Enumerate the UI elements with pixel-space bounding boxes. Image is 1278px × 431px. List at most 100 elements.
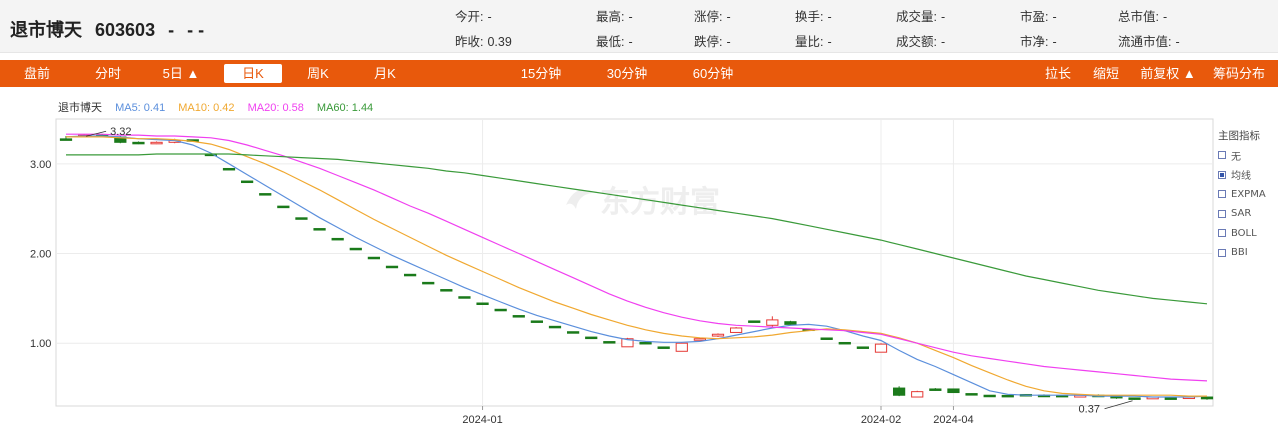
candle-body [530, 320, 544, 323]
quote-label: 换手: [795, 10, 824, 24]
ma-line-ma60 [66, 153, 1208, 305]
quote-label: 流通市值: [1118, 35, 1172, 49]
tab-period[interactable]: 盘前 [23, 66, 50, 81]
candle-body [838, 341, 851, 345]
quote-value: - [628, 10, 633, 24]
toolbar-action[interactable]: 筹码分布 [1212, 66, 1265, 81]
stock-title: 退市博天 603603 - - - [10, 16, 212, 42]
indicator-option[interactable]: 无 [1218, 146, 1278, 166]
indicator-option-label: 无 [1231, 151, 1241, 163]
indicator-option-label: 均线 [1231, 171, 1251, 183]
candle-body [947, 388, 960, 394]
legend-stock-name: 退市博天 [58, 102, 102, 114]
candle-body [856, 346, 870, 349]
min-price-label: 0.37 [1079, 404, 1100, 416]
candle-body [983, 394, 996, 398]
candle-body [766, 319, 779, 326]
quote-label: 涨停: [694, 10, 723, 24]
candle-body [331, 237, 344, 241]
candle-body [222, 167, 236, 171]
candle-body [1164, 397, 1177, 400]
quote-value: - [1175, 35, 1180, 49]
quote-label: 市净: [1020, 35, 1049, 49]
candle-body [639, 341, 652, 345]
quote-value: 0.39 [487, 35, 512, 49]
toolbar-action[interactable]: 拉长 [1044, 66, 1071, 81]
quote-item: 量比: - [795, 31, 832, 50]
candle-body [892, 387, 906, 396]
checkbox-icon[interactable] [1218, 209, 1226, 218]
y-tick-label: 2.00 [30, 249, 51, 261]
toolbar-action[interactable]: 缩短 [1092, 66, 1119, 81]
toolbar-action[interactable]: 前复权 ▲ [1140, 66, 1196, 81]
quote-value: - [940, 10, 946, 24]
candle-body [1128, 397, 1141, 400]
candle-body [422, 281, 435, 285]
max-price-label: 3.32 [110, 126, 131, 138]
candle-body [440, 289, 453, 292]
checkbox-icon[interactable] [1218, 190, 1226, 199]
quote-label: 最高: [596, 10, 625, 24]
quote-label: 市盈: [1020, 10, 1049, 24]
indicator-option-label: BOLL [1231, 227, 1257, 239]
candle-body [403, 273, 417, 277]
tab-period[interactable]: 月K [374, 66, 396, 81]
quote-value: - [487, 10, 492, 24]
ma-legend: 退市博天 MA5: 0.41 MA10: 0.42 MA20: 0.58 MA6… [58, 99, 383, 115]
quote-label: 总市值: [1118, 10, 1159, 24]
tab-period[interactable]: 60分钟 [692, 66, 734, 81]
indicator-option-label: BBI [1231, 247, 1248, 259]
quote-label: 跌停: [694, 35, 723, 49]
candle-body [693, 338, 707, 341]
indicator-option[interactable]: EXPMA [1218, 185, 1278, 205]
quote-item: 昨收: 0.39 [455, 31, 512, 50]
indicator-option[interactable]: BOLL [1218, 224, 1278, 244]
candle-body [512, 315, 525, 318]
candle-body [240, 180, 254, 184]
quote-value: - [827, 10, 832, 24]
stock-name: 退市博天 [10, 20, 82, 40]
candle-body [621, 338, 634, 348]
candle-body [458, 296, 471, 299]
tab-period[interactable]: 周K [307, 66, 329, 81]
candle-body [259, 193, 272, 196]
candle-body [494, 308, 507, 312]
quote-label: 成交额: [896, 35, 937, 49]
x-tick-label: 2024-02 [861, 414, 901, 426]
candle-body [675, 342, 688, 352]
checkbox-icon[interactable] [1218, 248, 1226, 257]
quote-value: - [940, 35, 946, 49]
quote-label: 最低: [596, 35, 625, 49]
checkbox-icon[interactable] [1218, 229, 1226, 238]
x-tick-label: 2024-04 [933, 414, 973, 426]
checkbox-icon[interactable] [1218, 151, 1226, 160]
tab-period[interactable]: 30分钟 [606, 66, 648, 81]
tab-period[interactable]: 日K [224, 64, 282, 83]
quote-item: 流通市值: - [1118, 31, 1180, 50]
quote-item: 成交量: - [896, 6, 945, 25]
candle-body [729, 327, 743, 333]
indicator-option[interactable]: 均线 [1218, 165, 1278, 185]
candle-body [820, 337, 833, 340]
last-price: - [168, 20, 175, 40]
tab-period[interactable]: 分时 [94, 66, 121, 81]
legend-ma60: MA60: 1.44 [316, 102, 374, 114]
price-change: - - [187, 20, 205, 40]
quote-item: 最高: - [596, 6, 633, 25]
quote-value: - [827, 35, 832, 49]
stock-code: 603603 [95, 20, 156, 40]
tab-period[interactable]: 5日 ▲ [162, 66, 200, 81]
indicator-option[interactable]: SAR [1218, 204, 1278, 224]
indicator-option[interactable]: BBI [1218, 243, 1278, 263]
candle-body [566, 331, 580, 334]
max-pointer [86, 130, 107, 137]
quote-label: 量比: [795, 35, 824, 49]
candle-body [911, 391, 924, 398]
tab-period[interactable]: 15分钟 [520, 66, 562, 81]
checkbox-icon[interactable] [1218, 170, 1226, 179]
candle-body [603, 341, 616, 344]
quote-item: 涨停: - [694, 6, 731, 25]
candle-body [784, 321, 797, 325]
candle-body [313, 228, 326, 231]
